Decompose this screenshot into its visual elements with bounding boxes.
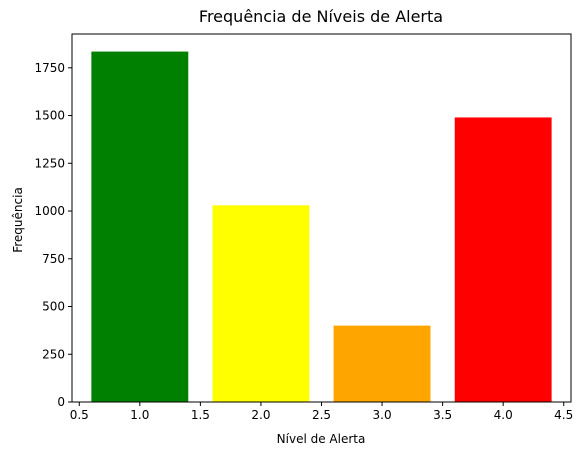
y-tick-label-1: 250 (42, 347, 65, 361)
bar-1 (91, 51, 189, 403)
y-tick-label-7: 1750 (34, 61, 65, 75)
x-tick-label-7: 4.0 (494, 408, 513, 422)
x-tick-label-2: 1.5 (191, 408, 210, 422)
plot-area: 0.5 1.0 1.5 2.0 2.5 3.0 3.5 4.0 4.5 0 250 500 750 100… (34, 33, 573, 422)
y-tick-label-5: 1250 (34, 156, 65, 170)
y-axis-label: Frequência (11, 187, 25, 253)
y-tick-label-2: 500 (42, 300, 65, 314)
x-tick-label-4: 2.5 (312, 408, 331, 422)
bar-4 (454, 117, 552, 402)
x-tick-label-6: 3.5 (433, 408, 452, 422)
y-tick-label-3: 750 (42, 252, 65, 266)
x-tick-label-3: 2.0 (251, 408, 270, 422)
x-axis-label: Nível de Alerta (277, 432, 366, 446)
y-tick-label-4: 1000 (34, 204, 65, 218)
y-tick-label-6: 1500 (34, 109, 65, 123)
x-tick-label-1: 1.0 (130, 408, 149, 422)
chart-title: Frequência de Níveis de Alerta (199, 7, 443, 26)
x-tick-label-8: 4.5 (554, 408, 573, 422)
x-tick-label-5: 3.0 (373, 408, 392, 422)
bar-2 (212, 205, 310, 402)
x-tick-label-0: 0.5 (70, 408, 89, 422)
y-tick-label-0: 0 (57, 395, 65, 409)
bar-3 (333, 325, 431, 402)
